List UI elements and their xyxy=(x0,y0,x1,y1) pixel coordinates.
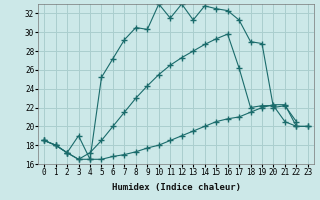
X-axis label: Humidex (Indice chaleur): Humidex (Indice chaleur) xyxy=(111,183,241,192)
